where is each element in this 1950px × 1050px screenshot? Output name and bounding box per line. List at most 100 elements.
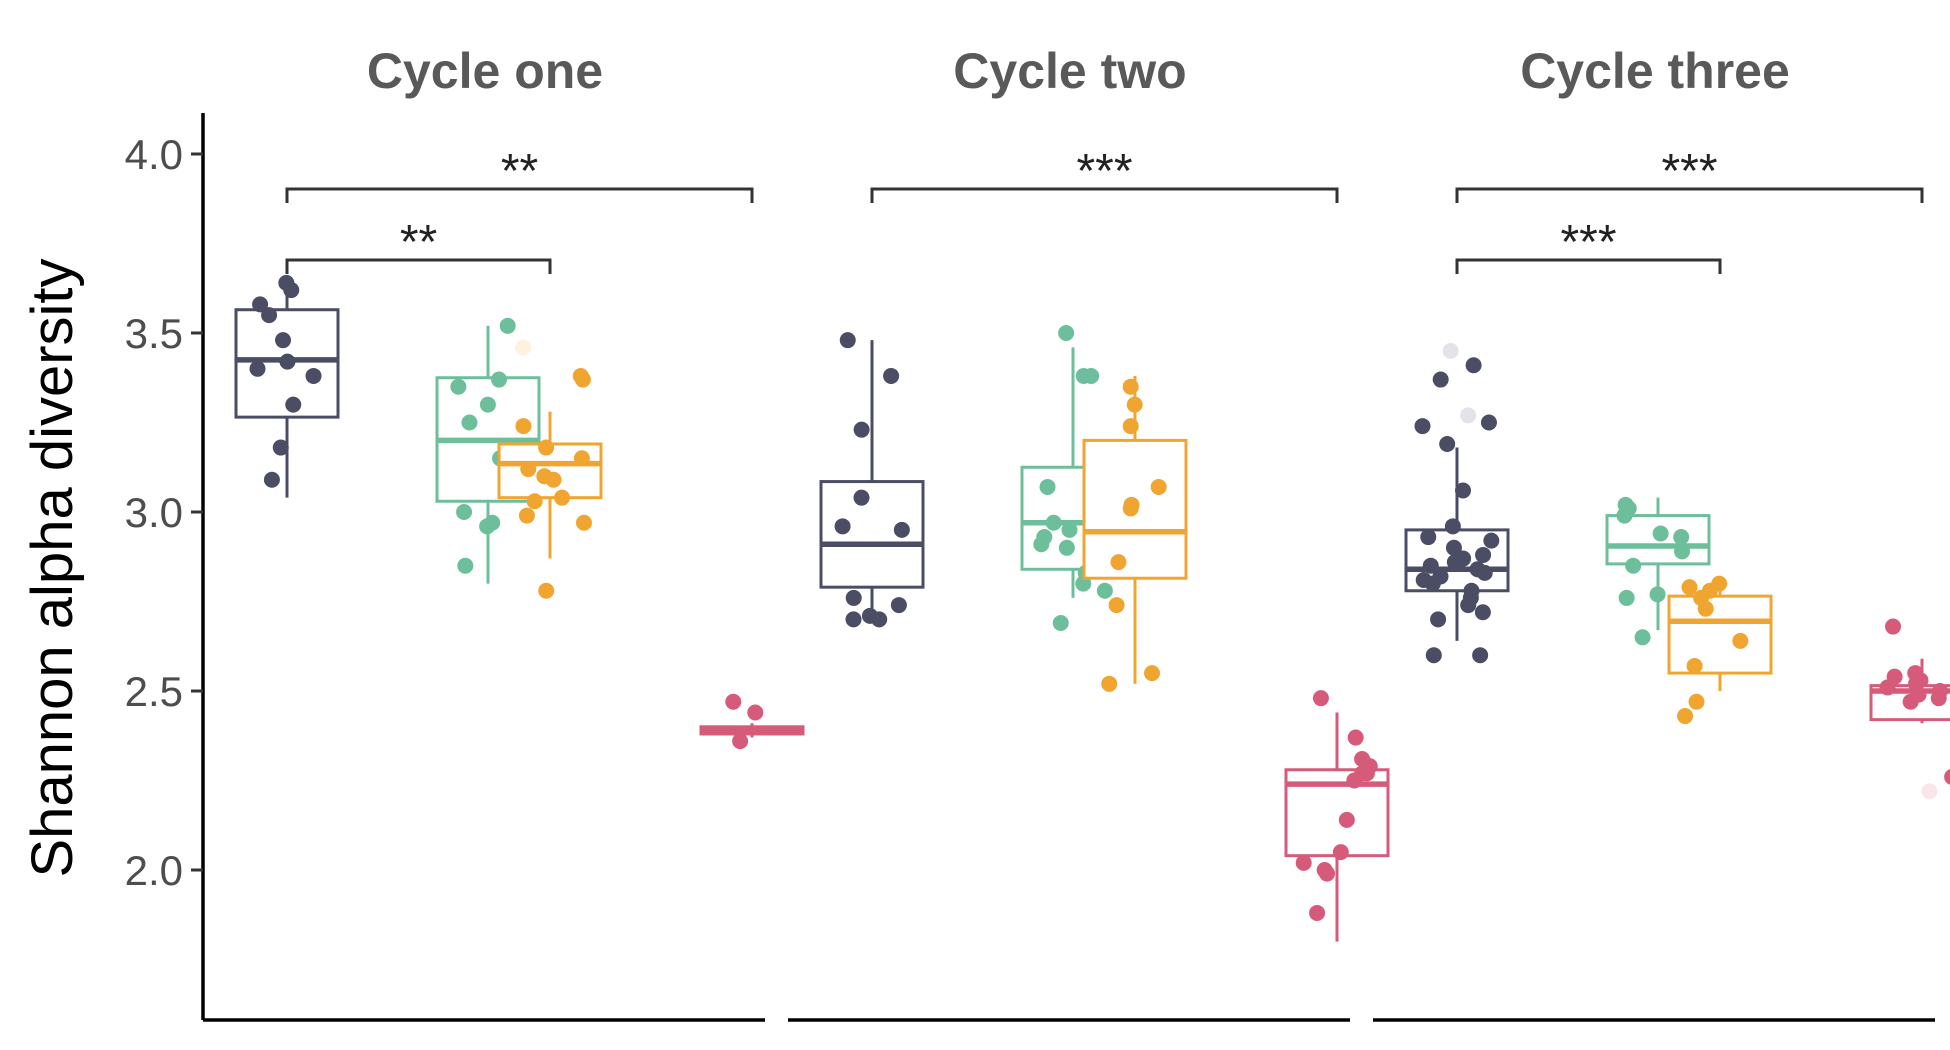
data-point — [249, 360, 266, 377]
data-point — [1061, 521, 1078, 538]
group-3 — [497, 339, 603, 599]
data-point — [538, 439, 555, 456]
data-point — [1058, 539, 1075, 556]
data-point — [1460, 597, 1477, 614]
data-point — [1108, 597, 1125, 614]
data-point — [574, 371, 591, 388]
data-point — [1732, 632, 1749, 649]
facet-title: Cycle two — [953, 43, 1186, 99]
data-point — [1930, 690, 1947, 707]
data-point — [1879, 679, 1896, 696]
data-point — [518, 507, 535, 524]
data-point — [279, 353, 296, 370]
significance-bracket: *** — [1455, 145, 1924, 203]
data-point — [1674, 543, 1691, 560]
data-point — [457, 557, 474, 574]
data-point — [890, 597, 907, 614]
data-point — [272, 439, 289, 456]
group-1 — [234, 274, 340, 498]
data-point — [1430, 611, 1447, 628]
data-point — [839, 332, 856, 349]
data-point — [499, 317, 516, 334]
facet-panel-2: Cycle two *** — [788, 43, 1390, 1022]
y-tick-label: 4.0 — [125, 131, 183, 178]
data-point — [575, 514, 592, 531]
data-point — [1677, 708, 1694, 725]
data-point — [1122, 378, 1139, 395]
data-point — [1902, 693, 1919, 710]
data-point — [1101, 675, 1118, 692]
bracket-line — [1455, 187, 1924, 203]
data-point — [1096, 582, 1113, 599]
data-point — [1439, 435, 1456, 452]
data-point — [479, 518, 496, 535]
facet-panel-1: Cycle one ** ** — [203, 43, 805, 1022]
data-point — [1634, 629, 1651, 646]
data-point — [1424, 575, 1441, 592]
data-point — [1332, 844, 1349, 861]
data-point — [1110, 554, 1127, 571]
significance-label: *** — [1076, 145, 1132, 198]
significance-label: *** — [1661, 145, 1717, 198]
data-point — [1445, 539, 1462, 556]
data-point — [1618, 589, 1635, 606]
group-3 — [1667, 575, 1773, 725]
data-point — [1446, 554, 1463, 571]
group-3 — [1082, 375, 1188, 692]
facet-panels: Cycle one ** ** Cycle two *** Cycle three *** *… — [203, 43, 1950, 1022]
significance-bracket: *** — [1455, 216, 1722, 274]
group-4 — [699, 693, 805, 750]
outlier-point — [515, 339, 532, 356]
data-point — [1045, 514, 1062, 531]
group-2 — [1605, 496, 1711, 646]
data-point — [1414, 418, 1431, 435]
data-point — [283, 282, 300, 299]
facet-panel-3: Cycle three *** *** — [1373, 43, 1950, 1022]
data-point — [275, 332, 292, 349]
bracket-line — [285, 187, 754, 203]
data-point — [1686, 657, 1703, 674]
data-point — [305, 367, 322, 384]
data-point — [1033, 536, 1050, 553]
data-point — [1476, 564, 1493, 581]
data-point — [1052, 614, 1069, 631]
data-point — [893, 521, 910, 538]
bracket-line — [1455, 258, 1722, 274]
data-point — [461, 414, 478, 431]
data-point — [1652, 525, 1669, 542]
y-tick-label: 3.5 — [125, 310, 183, 357]
data-point — [1338, 811, 1355, 828]
data-point — [545, 471, 562, 488]
data-point — [732, 733, 749, 750]
data-point — [1144, 665, 1161, 682]
data-point — [1075, 367, 1092, 384]
data-point — [1697, 600, 1714, 617]
data-point — [883, 367, 900, 384]
data-point — [1309, 904, 1326, 921]
data-point — [1039, 478, 1056, 495]
data-point — [263, 471, 280, 488]
y-tick-label: 3.0 — [125, 489, 183, 536]
data-point — [1885, 618, 1902, 635]
data-point — [747, 704, 764, 721]
data-point — [1150, 478, 1167, 495]
data-point — [845, 611, 862, 628]
significance-bracket: ** — [285, 145, 754, 203]
data-point — [1616, 507, 1633, 524]
data-point — [1312, 690, 1329, 707]
y-tick-label: 2.5 — [125, 668, 183, 715]
data-point — [1346, 772, 1363, 789]
data-point — [1420, 529, 1437, 546]
box — [1667, 594, 1773, 675]
outlier-point — [1921, 783, 1938, 800]
data-point — [1422, 557, 1439, 574]
data-point — [450, 378, 467, 395]
group-4 — [1869, 618, 1950, 800]
group-4 — [1284, 690, 1390, 942]
data-point — [1480, 414, 1497, 431]
data-point — [573, 450, 590, 467]
data-point — [1058, 325, 1075, 341]
data-point — [1455, 482, 1472, 499]
outlier-point — [1460, 407, 1477, 424]
significance-label: ** — [400, 216, 437, 269]
